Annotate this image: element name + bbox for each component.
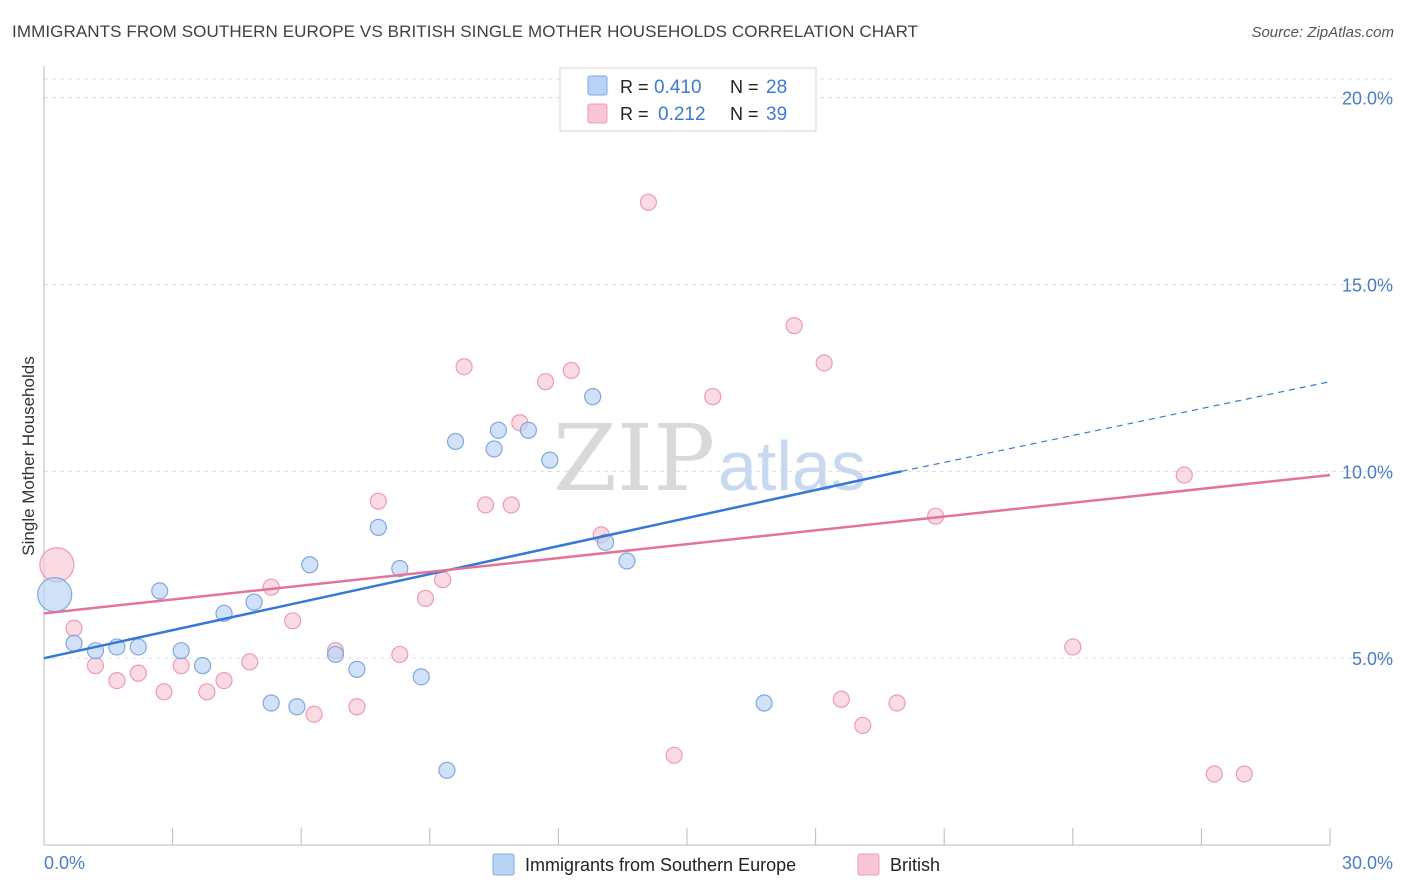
point-british <box>129 664 147 682</box>
point-british <box>562 361 580 380</box>
y-tick-label: 15.0% <box>1342 276 1393 296</box>
point-british <box>108 671 126 690</box>
x-tick-label-max: 30.0% <box>1342 853 1393 873</box>
point-british <box>284 612 302 630</box>
trend-line-british <box>43 473 1331 615</box>
point-immigrants <box>65 634 83 652</box>
point-british <box>215 671 233 690</box>
point-immigrants <box>245 593 263 611</box>
point-immigrants <box>348 660 366 678</box>
legend-label-british: British <box>890 855 940 875</box>
stats-legend: R = 0.410 N = 28 R = 0.212 N = 39 <box>559 67 817 132</box>
point-british <box>704 388 722 406</box>
point-immigrants <box>172 642 190 660</box>
point-british <box>391 645 409 664</box>
stats-n-value-2: 39 <box>766 104 787 125</box>
point-british <box>476 496 495 514</box>
point-immigrants <box>584 388 602 406</box>
point-immigrants <box>412 668 430 686</box>
point-immigrants <box>288 698 306 716</box>
point-immigrants <box>391 559 409 578</box>
point-british <box>502 496 520 514</box>
stats-r-label-1: R = <box>620 77 649 97</box>
source-label: Source: ZipAtlas.com <box>1251 24 1394 41</box>
point-immigrants <box>262 694 280 712</box>
point-british <box>198 683 216 701</box>
point-immigrants <box>326 645 345 664</box>
y-tick-label: 5.0% <box>1352 649 1393 669</box>
point-immigrants <box>755 694 773 712</box>
point-british <box>172 657 190 675</box>
stats-r-label-2: R = <box>620 104 649 124</box>
point-british <box>815 354 833 372</box>
point-immigrants <box>596 533 615 551</box>
point-british <box>241 653 259 671</box>
point-british <box>785 317 803 335</box>
point-british <box>39 547 75 583</box>
point-british <box>536 373 555 391</box>
point-immigrants <box>37 577 73 613</box>
point-british <box>1064 638 1082 656</box>
point-british <box>369 492 387 510</box>
watermark-zip: ZIP <box>553 405 715 512</box>
chart-title: IMMIGRANTS FROM SOUTHERN EUROPE VS BRITI… <box>12 22 919 41</box>
watermark: ZIP atlas <box>553 405 866 512</box>
point-immigrants <box>446 432 465 451</box>
watermark-atlas: atlas <box>718 427 866 505</box>
stats-r-value-2: 0.212 <box>658 104 706 125</box>
stats-legend-swatch-pink <box>587 103 608 124</box>
trend-line-immigrants-extension <box>901 381 1331 472</box>
point-british <box>434 571 452 589</box>
stats-r-value-1: 0.410 <box>654 77 702 98</box>
point-british <box>86 657 105 675</box>
legend-label-immigrants: Immigrants from Southern Europe <box>525 855 796 875</box>
series-immigrants-points <box>37 388 773 779</box>
point-immigrants <box>489 421 507 439</box>
point-immigrants <box>151 582 169 600</box>
point-british <box>888 694 906 712</box>
point-british <box>455 358 473 376</box>
y-tick-labels: 5.0% 10.0% 15.0% 20.0% <box>1342 89 1393 669</box>
point-british <box>665 746 683 764</box>
point-immigrants <box>301 556 319 574</box>
series-british-points <box>39 193 1253 783</box>
point-immigrants <box>519 421 537 439</box>
stats-n-label-1: N = <box>730 77 759 97</box>
point-british <box>416 589 435 607</box>
stats-n-value-1: 28 <box>766 77 787 98</box>
point-immigrants <box>618 552 636 570</box>
trend-lines <box>43 381 1331 660</box>
legend-swatch-british <box>857 853 880 876</box>
point-british <box>639 193 658 211</box>
point-immigrants <box>541 451 559 469</box>
point-british <box>1175 466 1193 484</box>
point-immigrants <box>194 657 212 675</box>
stats-n-label-2: N = <box>730 104 759 124</box>
legend-swatch-immigrants <box>492 853 515 876</box>
point-british <box>1235 765 1253 783</box>
point-british <box>65 619 83 637</box>
point-immigrants <box>369 518 387 536</box>
x-tick-label-min: 0.0% <box>44 853 85 873</box>
y-axis-label: Single Mother Households <box>19 356 38 555</box>
point-immigrants <box>485 440 503 458</box>
x-axis-ticks <box>43 828 1331 845</box>
point-british <box>1205 765 1223 783</box>
trend-line-immigrants <box>43 470 902 660</box>
y-tick-label: 20.0% <box>1342 89 1393 109</box>
point-british <box>155 683 173 701</box>
point-british <box>305 705 323 723</box>
point-british <box>832 690 850 708</box>
y-tick-label: 10.0% <box>1342 462 1393 482</box>
point-british <box>348 698 366 716</box>
series-legend: Immigrants from Southern Europe British <box>492 853 940 876</box>
point-immigrants <box>129 638 147 656</box>
stats-legend-swatch-blue <box>587 75 608 96</box>
gridlines <box>44 78 1392 659</box>
point-british <box>854 716 872 735</box>
point-immigrants <box>438 761 456 779</box>
